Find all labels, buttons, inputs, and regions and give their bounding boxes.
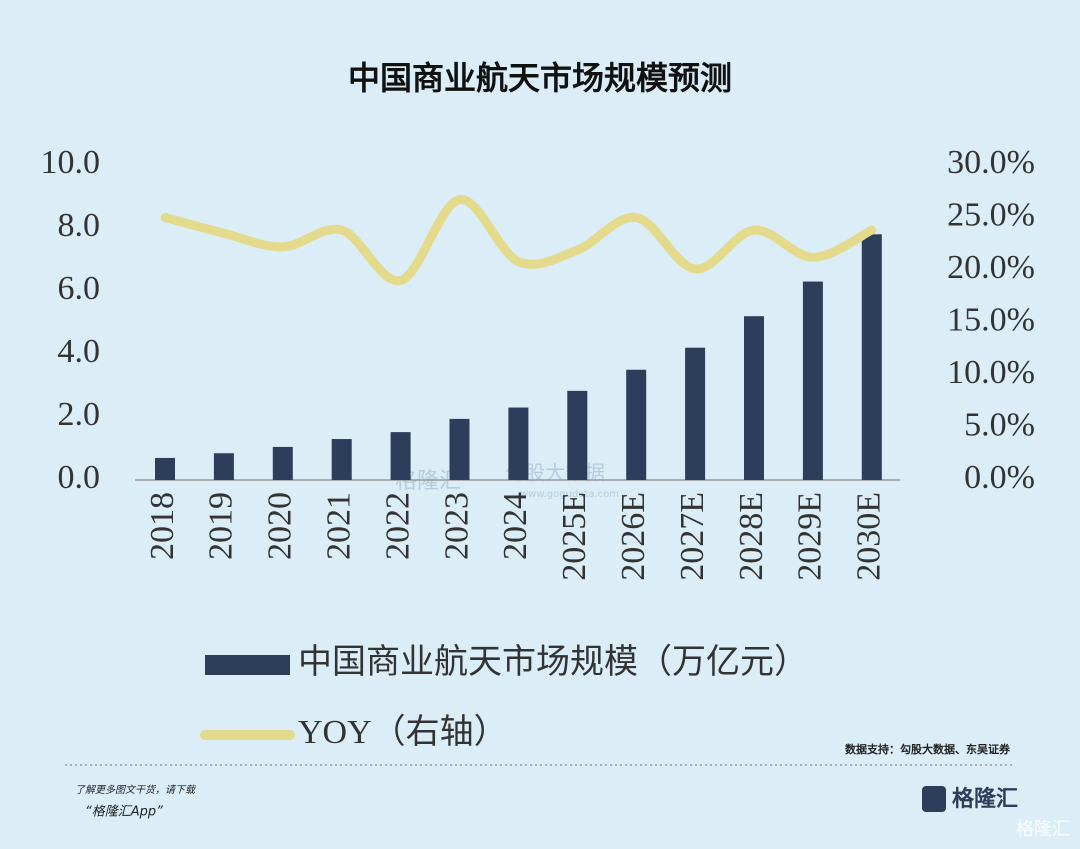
y2-tick-label: 10.0% bbox=[947, 354, 1035, 391]
y2-tick-label: 30.0% bbox=[947, 144, 1035, 181]
x-tick-label: 2027E bbox=[674, 492, 711, 581]
footer-text: 了解更多图文干货，请下载 bbox=[75, 784, 197, 796]
x-tick-label: 2029E bbox=[792, 492, 829, 581]
y2-tick-label: 20.0% bbox=[947, 249, 1035, 286]
x-tick-label: 2021 bbox=[320, 492, 357, 560]
bar bbox=[744, 316, 764, 480]
x-tick-label: 2024 bbox=[497, 492, 534, 560]
y-tick-label: 0.0 bbox=[58, 459, 101, 496]
bar bbox=[449, 418, 470, 480]
y-tick-label: 4.0 bbox=[58, 333, 101, 370]
bar bbox=[331, 439, 352, 480]
x-tick-label: 2022 bbox=[379, 492, 416, 560]
x-tick-label: 2020 bbox=[262, 492, 299, 560]
x-tick-label: 2026E bbox=[615, 492, 652, 581]
y-tick-label: 8.0 bbox=[58, 207, 101, 244]
bar bbox=[272, 446, 293, 480]
y-tick-label: 6.0 bbox=[58, 270, 101, 307]
x-tick-label: 2019 bbox=[203, 492, 240, 560]
line bbox=[160, 195, 877, 286]
y2-tick-label: 5.0% bbox=[964, 406, 1035, 443]
x-tick-label: 2030E bbox=[851, 492, 888, 581]
bar bbox=[155, 457, 175, 480]
x-tick-label: 2028E bbox=[733, 492, 770, 581]
bar bbox=[390, 432, 411, 480]
y-tick-label: 2.0 bbox=[58, 396, 101, 433]
x-tick-label: 2023 bbox=[438, 492, 475, 560]
bar bbox=[508, 407, 529, 480]
y2-tick-label: 25.0% bbox=[947, 196, 1035, 233]
x-tick-label: 2018 bbox=[144, 492, 181, 560]
x-tick-label: 2025E bbox=[556, 492, 593, 581]
y2-tick-label: 15.0% bbox=[947, 301, 1035, 338]
legend-label: YOY（右轴） bbox=[298, 713, 508, 751]
bar bbox=[626, 369, 647, 480]
logo: 格隆汇 bbox=[952, 786, 1018, 812]
bar bbox=[567, 390, 588, 480]
bar bbox=[802, 281, 823, 480]
bar bbox=[213, 453, 234, 480]
legend-label: 中国商业航天市场规模（万亿元） bbox=[298, 643, 808, 681]
y2-tick-label: 0.0% bbox=[964, 459, 1035, 496]
chart-title: 中国商业航天市场规模预测 bbox=[348, 59, 732, 97]
source: 数据支持：勾股大数据、东吴证券 bbox=[845, 742, 1011, 756]
legend-swatch bbox=[205, 655, 290, 675]
bar bbox=[685, 347, 706, 480]
corner-watermark: 格隆汇 bbox=[1016, 819, 1070, 840]
footer-text: “格隆汇App” bbox=[85, 805, 163, 820]
bar bbox=[861, 234, 882, 480]
y-tick-label: 10.0 bbox=[41, 144, 101, 181]
watermark-text: www.gogudata.com bbox=[520, 489, 619, 500]
logo-icon bbox=[922, 786, 946, 812]
